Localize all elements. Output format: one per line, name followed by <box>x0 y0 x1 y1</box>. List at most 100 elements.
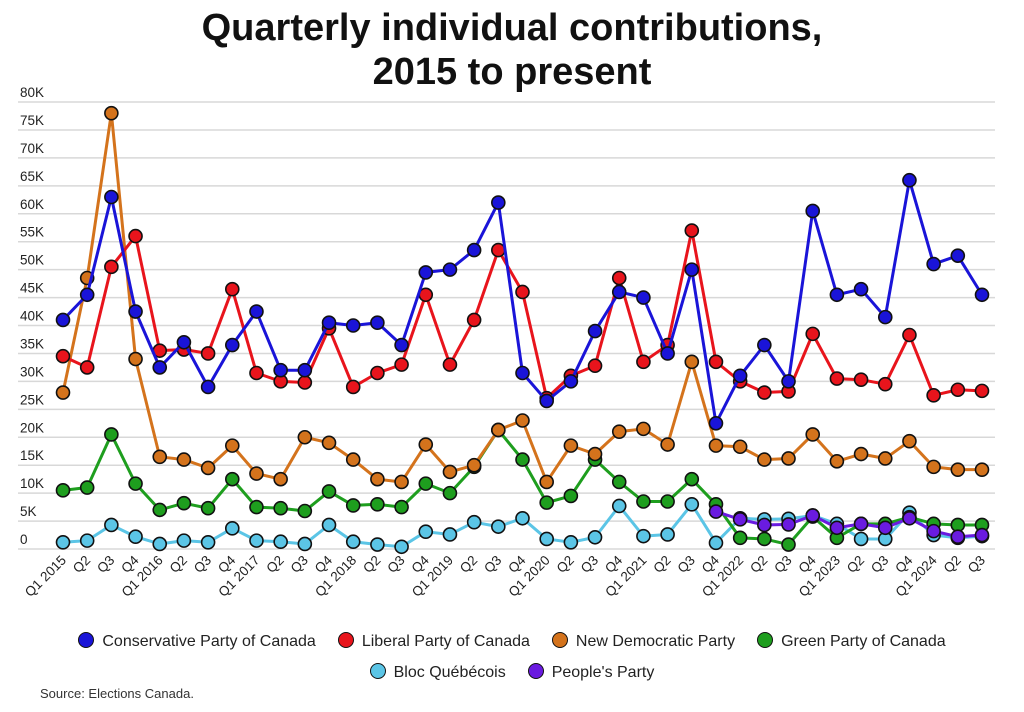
data-point-bloc-qu-b-cois <box>611 498 627 514</box>
data-point-conservative-party-of-canada <box>950 248 966 263</box>
line-chart: 0 5K 10K 15K 20K 25K 30K 35K 40K 45K 50K 55K 60K 65K 7… <box>18 85 995 600</box>
data-point-green-party-of-canada <box>442 485 458 501</box>
data-point-conservative-party-of-canada <box>757 337 772 353</box>
data-point-liberal-party-of-canada <box>757 385 772 400</box>
x-tick-label: Q2 <box>457 553 480 576</box>
x-tick-label: Q2 <box>263 553 286 576</box>
data-point-liberal-party-of-canada <box>249 365 264 381</box>
data-point-conservative-party-of-canada <box>321 315 337 331</box>
data-point-new-democratic-party <box>515 413 530 428</box>
data-point-conservative-party-of-canada <box>152 360 168 375</box>
data-point-liberal-party-of-canada <box>370 365 385 381</box>
data-point-new-democratic-party <box>563 438 579 453</box>
data-point-new-democratic-party <box>805 427 821 442</box>
data-point-new-democratic-party <box>587 446 603 462</box>
data-point-conservative-party-of-canada <box>345 318 361 333</box>
data-point-conservative-party-of-canada <box>200 379 216 395</box>
data-point-people-s-party <box>926 523 941 539</box>
x-tick-label: Q2 <box>650 553 673 576</box>
data-point-liberal-party-of-canada <box>974 383 990 399</box>
data-point-conservative-party-of-canada <box>974 287 990 303</box>
legend-label: Green Party of Canada <box>781 633 946 650</box>
data-point-bloc-qu-b-cois <box>55 534 71 550</box>
data-point-green-party-of-canada <box>273 500 288 516</box>
data-point-conservative-party-of-canada <box>491 195 506 210</box>
data-point-green-party-of-canada <box>224 471 240 487</box>
legend-marker-icon <box>78 632 95 648</box>
data-point-new-democratic-party <box>950 462 966 477</box>
data-point-conservative-party-of-canada <box>79 287 95 303</box>
x-tick-label: Q3 <box>675 553 698 576</box>
y-tick-label: 25K <box>20 392 44 407</box>
legend-marker-icon <box>369 663 386 679</box>
data-point-conservative-party-of-canada <box>877 309 893 325</box>
y-tick-label: 5K <box>20 504 37 519</box>
x-tick-label: Q2 <box>941 553 964 576</box>
data-point-new-democratic-party <box>224 438 240 453</box>
data-point-new-democratic-party <box>732 439 748 455</box>
data-point-conservative-party-of-canada <box>732 368 748 384</box>
data-point-new-democratic-party <box>55 385 71 400</box>
data-point-new-democratic-party <box>708 438 724 453</box>
data-point-bloc-qu-b-cois <box>442 527 458 542</box>
data-point-liberal-party-of-canada <box>224 281 240 297</box>
data-point-new-democratic-party <box>684 354 700 370</box>
data-point-liberal-party-of-canada <box>636 354 651 370</box>
x-tick-label: Q3 <box>771 553 794 576</box>
data-point-people-s-party <box>829 520 845 536</box>
data-point-bloc-qu-b-cois <box>128 529 143 545</box>
y-tick-label: 35K <box>20 336 44 351</box>
data-point-new-democratic-party <box>104 105 119 121</box>
data-point-bloc-qu-b-cois <box>539 531 554 547</box>
y-tick-label: 15K <box>20 448 44 463</box>
data-point-new-democratic-party <box>757 452 772 467</box>
data-point-conservative-party-of-canada <box>539 393 554 409</box>
data-point-liberal-party-of-canada <box>853 372 869 387</box>
x-tick-label: Q2 <box>167 553 190 576</box>
data-point-new-democratic-party <box>491 422 506 438</box>
legend-marker-icon <box>527 663 544 679</box>
data-point-liberal-party-of-canada <box>55 348 71 364</box>
data-point-new-democratic-party <box>466 457 482 473</box>
legend: Conservative Party of Canada Liberal Part… <box>0 626 1024 688</box>
data-point-conservative-party-of-canada <box>684 262 700 277</box>
data-point-green-party-of-canada <box>684 471 700 487</box>
data-point-green-party-of-canada <box>152 502 168 518</box>
data-point-liberal-party-of-canada <box>104 259 119 275</box>
data-point-bloc-qu-b-cois <box>394 539 409 555</box>
data-point-bloc-qu-b-cois <box>708 535 724 551</box>
x-tick-label: Q3 <box>578 553 601 576</box>
data-point-conservative-party-of-canada <box>563 374 579 389</box>
x-tick-label: Q3 <box>191 553 214 576</box>
data-point-green-party-of-canada <box>55 483 71 498</box>
y-tick-label: 70K <box>20 141 44 156</box>
data-point-conservative-party-of-canada <box>249 304 264 319</box>
y-tick-label: 20K <box>20 420 44 435</box>
data-point-bloc-qu-b-cois <box>176 533 192 548</box>
data-point-bloc-qu-b-cois <box>345 534 361 550</box>
legend-label: Liberal Party of Canada <box>361 633 530 650</box>
y-tick-label: 65K <box>20 169 44 184</box>
data-point-green-party-of-canada <box>563 488 579 504</box>
data-point-people-s-party <box>853 516 869 532</box>
chart-title: Quarterly individual contributions, 2015… <box>0 6 1024 94</box>
data-point-new-democratic-party <box>636 421 651 437</box>
data-point-green-party-of-canada <box>418 476 434 491</box>
y-tick-label: 75K <box>20 113 44 128</box>
data-point-people-s-party <box>757 517 772 533</box>
x-tick-label: Q2 <box>70 553 93 576</box>
legend-marker-icon <box>337 632 354 648</box>
data-point-liberal-party-of-canada <box>200 346 216 361</box>
data-point-liberal-party-of-canada <box>345 379 361 395</box>
data-point-bloc-qu-b-cois <box>152 536 168 552</box>
data-point-bloc-qu-b-cois <box>224 521 240 536</box>
data-point-people-s-party <box>708 504 724 519</box>
data-point-green-party-of-canada <box>200 500 216 516</box>
data-point-conservative-party-of-canada <box>611 284 627 300</box>
data-point-conservative-party-of-canada <box>660 346 675 361</box>
data-point-new-democratic-party <box>902 433 917 449</box>
data-point-conservative-party-of-canada <box>805 203 821 219</box>
data-point-new-democratic-party <box>321 435 337 451</box>
legend-marker-icon <box>757 632 774 648</box>
data-point-bloc-qu-b-cois <box>370 537 385 552</box>
